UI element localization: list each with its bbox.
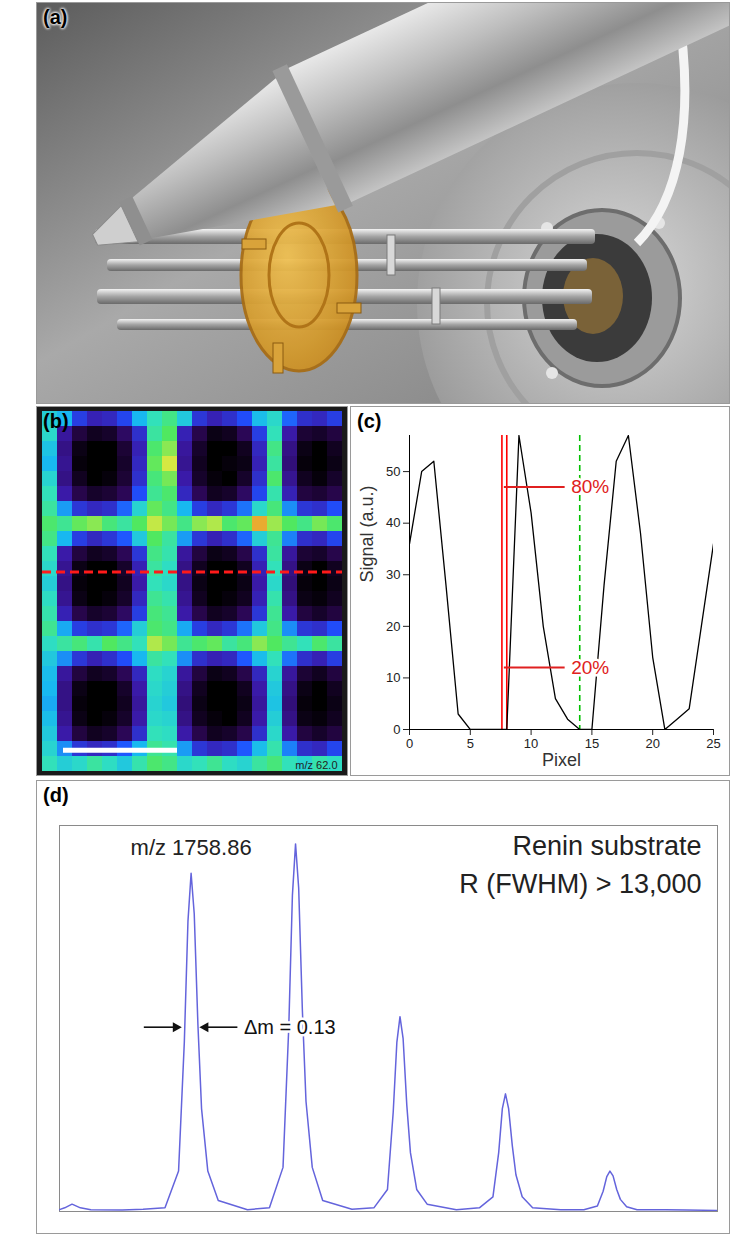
svg-text:m/z 1758.86: m/z 1758.86 <box>131 835 252 860</box>
svg-text:m/z 62.0: m/z 62.0 <box>295 759 337 771</box>
svg-text:20%: 20% <box>571 657 609 678</box>
html-text:(a): (a) <box>43 6 68 28</box>
svg-text:Pixel: Pixel <box>542 750 581 770</box>
svg-text:50: 50 <box>386 464 400 479</box>
svg-text:R (FWHM) > 13,000: R (FWHM) > 13,000 <box>459 869 701 899</box>
svg-text:40: 40 <box>386 515 400 530</box>
svg-text:0: 0 <box>393 722 400 737</box>
svg-text:5: 5 <box>467 736 474 751</box>
html-text:(c): (c) <box>357 410 382 432</box>
svg-text:10: 10 <box>386 670 400 685</box>
svg-text:0: 0 <box>406 736 413 751</box>
svg-text:Renin substrate: Renin substrate <box>512 831 701 861</box>
svg-text:10: 10 <box>524 736 538 751</box>
svg-text:30: 30 <box>386 567 400 582</box>
svg-text:20: 20 <box>645 736 659 751</box>
svg-text:25: 25 <box>706 736 720 751</box>
svg-text:Δm = 0.13: Δm = 0.13 <box>244 1016 336 1038</box>
svg-text:15: 15 <box>585 736 599 751</box>
html-text:(b): (b) <box>43 410 69 432</box>
svg-text:Signal (a.u.): Signal (a.u.) <box>357 485 377 582</box>
svg-text:20: 20 <box>386 619 400 634</box>
html-text:(d): (d) <box>43 784 69 806</box>
svg-text:80%: 80% <box>571 476 609 497</box>
